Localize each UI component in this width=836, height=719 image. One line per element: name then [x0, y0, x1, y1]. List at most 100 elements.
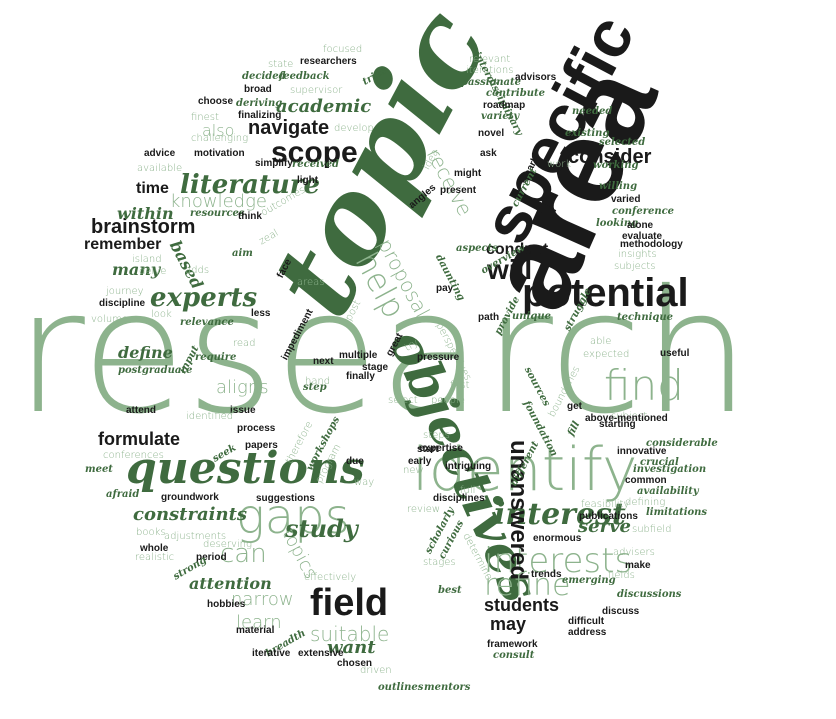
word-emerging: emerging [562, 575, 616, 586]
word-subfield: subfield [632, 524, 672, 535]
word-conferences: conferences [103, 450, 164, 461]
word-expertise: expertise [419, 443, 463, 454]
word-iterations: iterations [466, 65, 514, 76]
word-existing: existing [565, 128, 610, 139]
word-period: period [196, 552, 227, 563]
word-interest: interest [494, 497, 626, 532]
word-present: present [440, 185, 477, 196]
word-broad: broad [244, 84, 272, 95]
word-willing: willing [599, 181, 638, 192]
word-stages: stages [423, 557, 456, 568]
word-books: books [136, 527, 166, 538]
word-feedback: feedback [279, 71, 330, 82]
word-path: path [478, 312, 500, 323]
word-subject: subject [611, 411, 648, 422]
word-defining: defining [625, 497, 666, 508]
word-discuss: discuss [602, 606, 640, 617]
word-contribute: contribute [486, 88, 545, 99]
word-varied: varied [611, 194, 641, 205]
word-remember: remember [84, 236, 162, 253]
word-extensive: extensive [298, 648, 344, 659]
word-motivation: motivation [194, 148, 245, 159]
word-island: island [132, 254, 162, 265]
word-delve: delve [139, 266, 167, 277]
word-define: define [118, 343, 173, 362]
word-selected: selected [599, 137, 646, 148]
word-think: think [238, 211, 262, 222]
word-formulate: formulate [98, 429, 181, 449]
word-conduct: conduct [486, 241, 549, 258]
word-insights: insights [618, 249, 657, 260]
word-identify: identify [412, 435, 638, 505]
word-focused: focused [323, 44, 363, 55]
word-early: early [408, 456, 432, 467]
word-literature: literature [180, 170, 321, 200]
word-discipline: discipline [99, 298, 146, 309]
word-simplify: simplify [255, 158, 293, 169]
word-iterative: iterative [252, 648, 291, 659]
word-adds: adds [185, 265, 210, 276]
word-academic: academic [276, 96, 372, 117]
word-develop: develop [334, 123, 374, 134]
word-novel: novel [478, 128, 505, 139]
word-make: make [625, 560, 651, 571]
word-advice: advice [144, 148, 176, 159]
word-less: less [251, 308, 271, 319]
word-hand: hand [305, 376, 331, 387]
word-outlines: outlines [378, 682, 424, 693]
word-interests: interests [484, 541, 633, 581]
word-aspects: aspects [456, 243, 498, 254]
word-want: want [327, 637, 376, 658]
word-available: available [137, 163, 183, 174]
word-stage: stage [362, 362, 389, 373]
word-light: light [297, 175, 319, 186]
word-scope: scope [271, 136, 358, 169]
word-state: state [268, 59, 294, 70]
word-useful: useful [660, 348, 690, 359]
word-postgraduate: postgraduate [118, 365, 193, 376]
word-narrow: narrow [231, 589, 294, 610]
word-potential: potential [522, 271, 689, 315]
word-might: might [454, 168, 482, 179]
word-full: full [460, 485, 476, 496]
word-disciplines: disciplines [433, 493, 485, 504]
word-groundwork: groundwork [161, 492, 219, 503]
word-attention: attention [189, 574, 272, 593]
word-adjustments: adjustments [164, 531, 227, 542]
word-meet: meet [85, 464, 113, 475]
word-will: will [487, 254, 533, 285]
word-start: start [417, 444, 439, 455]
word-research: research [15, 254, 751, 452]
word-starting: starting [599, 419, 636, 430]
word-limitations: limitations [646, 507, 708, 518]
word-advisers: advisers [613, 547, 655, 558]
word-crucial: crucial [640, 457, 679, 468]
word-work: work [547, 159, 572, 170]
word-afraid: afraid [106, 489, 140, 500]
word-publications: publications [579, 511, 638, 522]
word-due: due [346, 456, 364, 467]
word-find: find [604, 361, 684, 410]
word-difficult: difficult [568, 616, 605, 627]
word-questions: questions [126, 443, 365, 494]
word-review: review [407, 504, 441, 515]
word-investigation: investigation [633, 464, 707, 475]
word-aim: aim [232, 248, 253, 259]
word-needed: needed [572, 106, 613, 117]
word-areas: areas [297, 277, 325, 288]
word-driven: driven [360, 665, 392, 676]
word-realistic: realistic [135, 552, 175, 563]
word-ask: ask [480, 148, 497, 159]
word-resources: resources [190, 208, 245, 219]
word-evaluate: evaluate [622, 231, 663, 242]
word-availability: availability [637, 486, 699, 497]
word-finalizing: finalizing [238, 110, 282, 121]
word-attend: attend [126, 405, 156, 416]
word-deserving: deserving [203, 539, 253, 550]
word-above-mentioned: above-mentioned [585, 413, 668, 424]
word-suitable: suitable [310, 622, 390, 646]
word-working: working [593, 160, 639, 171]
word-challenging: challenging [191, 133, 249, 144]
word-subjects: subjects [614, 261, 656, 272]
